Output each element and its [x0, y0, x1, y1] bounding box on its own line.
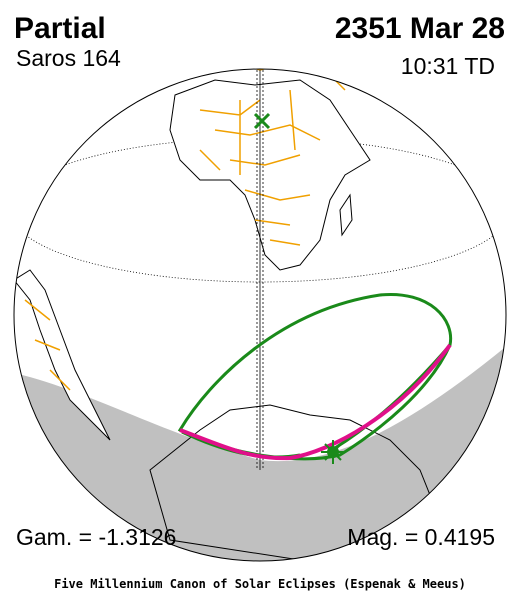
- date: 2351 Mar 28: [335, 12, 505, 45]
- sa-borders: [24, 299, 71, 391]
- globe-outline: [13, 68, 507, 562]
- penumbra-limit: [177, 292, 453, 461]
- globe: [14, 69, 506, 561]
- saros: Saros 164: [16, 45, 121, 71]
- max-eclipse-curve: [179, 343, 452, 461]
- magnitude: Mag. = 0.4195: [347, 524, 495, 550]
- credit: Five Millennium Canon of Solar Eclipses …: [54, 577, 466, 591]
- antarctica: [149, 404, 441, 561]
- sub-solar-point: [253, 112, 271, 130]
- south-america: [14, 269, 111, 441]
- title: Partial: [14, 12, 106, 45]
- madagascar: [339, 193, 353, 237]
- time: 10:31 TD: [401, 53, 495, 79]
- borders: [199, 89, 321, 246]
- gamma: Gam. = -1.3126: [16, 524, 176, 550]
- africa: [169, 79, 371, 271]
- greatest-eclipse: [321, 440, 345, 464]
